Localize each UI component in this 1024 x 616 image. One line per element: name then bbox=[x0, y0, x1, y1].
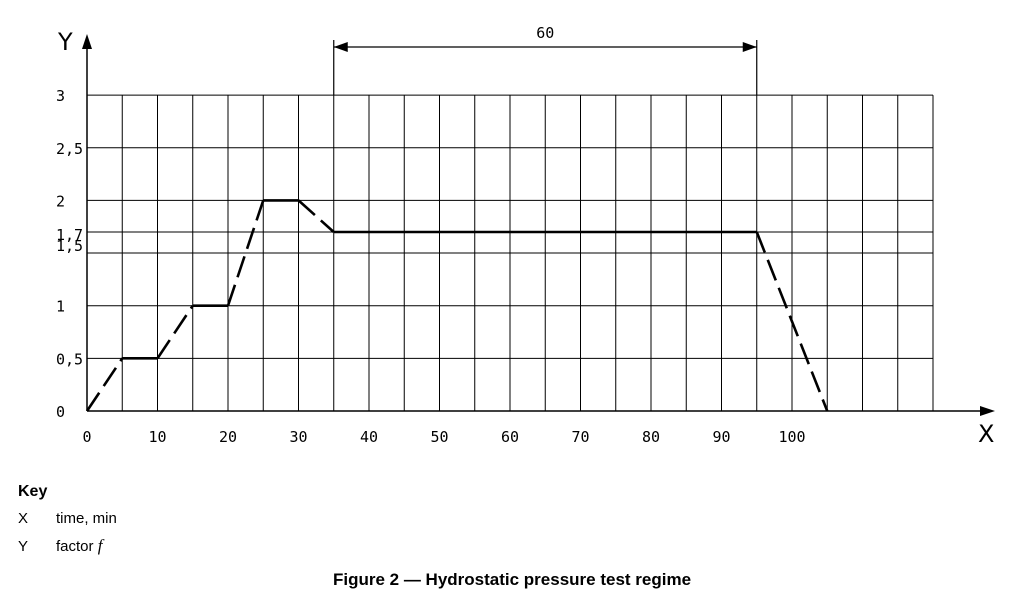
curve-segment-dashed bbox=[226, 199, 265, 307]
y-tick-label: 3 bbox=[56, 87, 65, 105]
x-tick-label: 10 bbox=[148, 428, 166, 446]
x-tick-label: 0 bbox=[82, 428, 91, 446]
tick-labels: 0 10 20 30 40 50 60 70 80 90 100 0 0,5 1 1,51,7 2 2,5 3 bbox=[56, 87, 806, 446]
y-tick-label: 1 bbox=[56, 298, 65, 316]
y-tick-label: 0,5 bbox=[56, 350, 83, 368]
x-tick-label: 30 bbox=[289, 428, 307, 446]
y-tick-label: 1,7 bbox=[56, 226, 83, 244]
y-axis-letter: Y bbox=[57, 28, 73, 56]
dimension-label: 60 bbox=[536, 24, 554, 42]
y-axis-arrow bbox=[82, 34, 92, 49]
curve-segment-dashed bbox=[297, 199, 335, 233]
key-symbol-x: X bbox=[18, 510, 29, 527]
x-tick-label: 90 bbox=[712, 428, 730, 446]
curve-segment-dashed bbox=[85, 357, 124, 412]
x-tick-label: 50 bbox=[430, 428, 448, 446]
key-symbol-y: Y bbox=[18, 538, 29, 555]
pressure-test-chart: XY 60 0 10 20 30 40 50 60 70 80 90 10000,511,51,72… bbox=[56, 24, 995, 448]
x-tick-label: 20 bbox=[219, 428, 237, 446]
y-tick-label: 0 bbox=[56, 403, 65, 421]
x-tick-label: 60 bbox=[501, 428, 519, 446]
curve-segment-dashed bbox=[755, 231, 829, 412]
duration-dimension: 60 bbox=[333, 24, 758, 96]
pressure-curve bbox=[85, 199, 829, 412]
x-axis-arrow bbox=[980, 406, 995, 416]
y-tick-label: 1,5 bbox=[56, 237, 83, 255]
x-tick-label: 100 bbox=[778, 428, 805, 446]
curve-segment-dashed bbox=[156, 304, 194, 360]
x-axis-letter: X bbox=[978, 420, 994, 448]
x-tick-label: 80 bbox=[642, 428, 660, 446]
key-text-y: factor bbox=[56, 538, 98, 555]
chart-grid bbox=[87, 94, 934, 411]
chart-axes: XY bbox=[57, 28, 995, 448]
x-tick-label: 70 bbox=[571, 428, 589, 446]
x-tick-label: 40 bbox=[360, 428, 378, 446]
y-tick-label: 2 bbox=[56, 192, 65, 210]
key-text-x: time, min bbox=[56, 510, 117, 527]
figure-caption: Figure 2 — Hydrostatic pressure test reg… bbox=[332, 570, 692, 589]
dimension-arrow-right bbox=[742, 42, 757, 52]
key-italic-f: f bbox=[97, 536, 103, 555]
key-title: Key bbox=[18, 483, 48, 500]
dimension-arrow-left bbox=[333, 42, 348, 52]
y-tick-label: 2,5 bbox=[56, 140, 83, 158]
